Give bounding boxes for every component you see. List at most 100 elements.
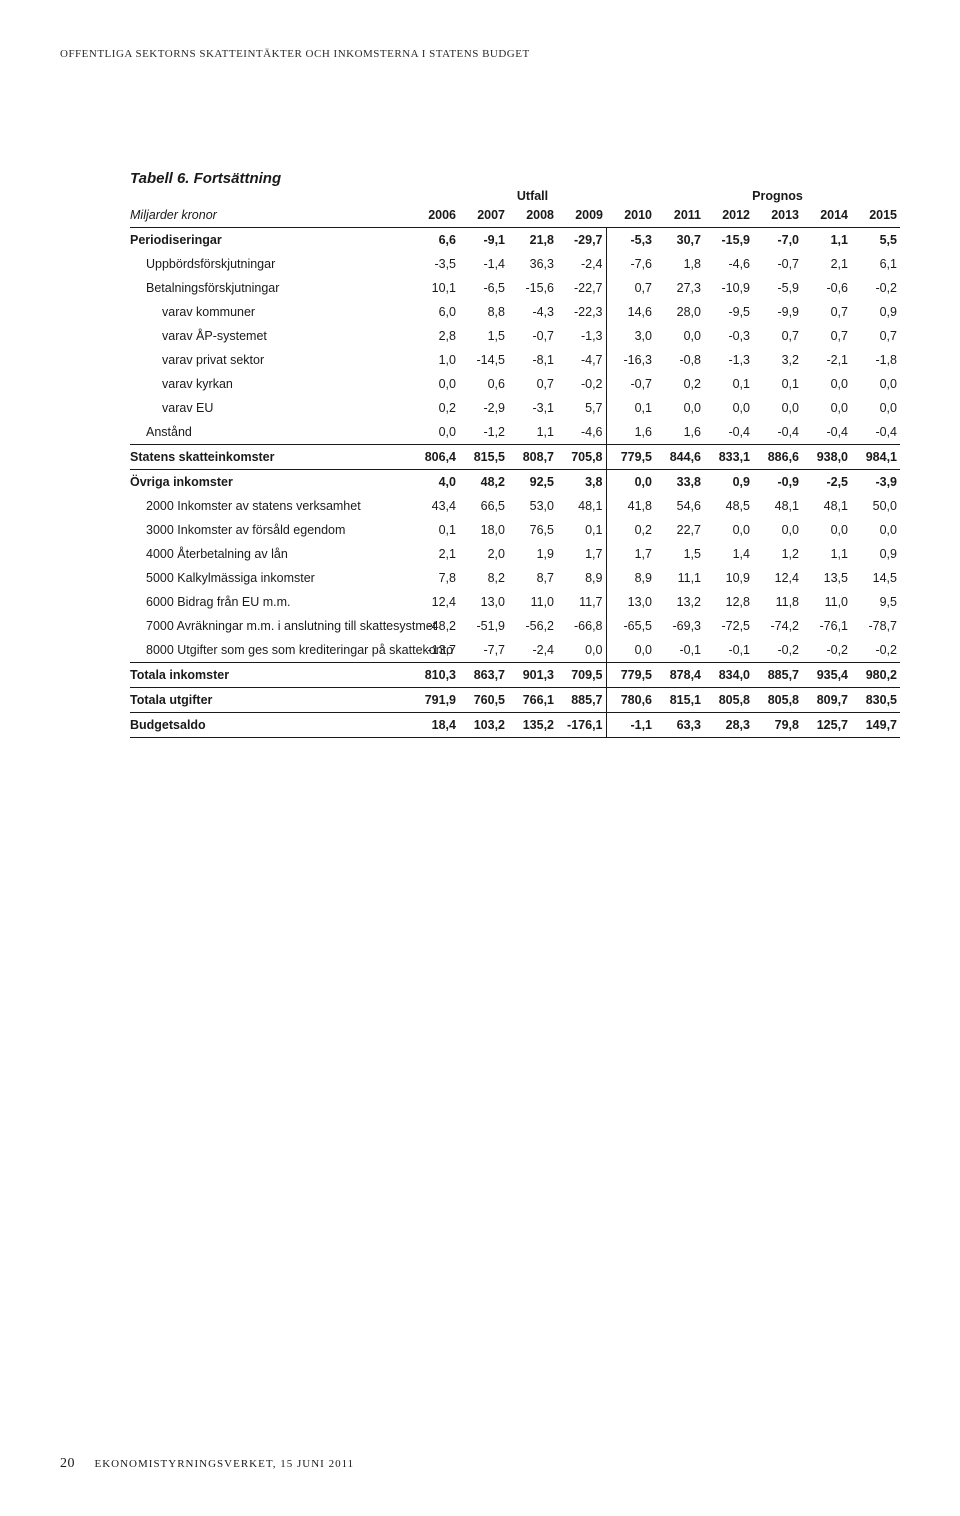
row-label: 3000 Inkomster av försåld egendom [130,518,410,542]
cell: 1,1 [508,420,557,445]
cell: 1,1 [802,542,851,566]
cell: -3,5 [410,252,459,276]
cell: -5,9 [753,276,802,300]
cell: 709,5 [557,663,606,688]
cell: -29,7 [557,228,606,253]
cell: 0,0 [704,518,753,542]
cell: 12,4 [753,566,802,590]
cell: 0,9 [704,470,753,495]
row-label: 8000 Utgifter som ges som krediteringar … [130,638,410,663]
cell: -0,2 [802,638,851,663]
cell: -14,5 [459,348,508,372]
cell: 1,7 [606,542,655,566]
cell: 780,6 [606,688,655,713]
cell: 8,8 [459,300,508,324]
row-label: 2000 Inkomster av statens verksamhet [130,494,410,518]
cell: -2,4 [508,638,557,663]
cell: 760,5 [459,688,508,713]
cell: 48,1 [802,494,851,518]
cell: -0,4 [802,420,851,445]
cell: 27,3 [655,276,704,300]
cell: 2,1 [802,252,851,276]
cell: 18,0 [459,518,508,542]
row-label: varav EU [130,396,410,420]
cell: 11,0 [508,590,557,614]
cell: 0,7 [606,276,655,300]
table-row: Anstånd0,0-1,21,1-4,61,61,6-0,4-0,4-0,4-… [130,420,900,445]
cell: 3,8 [557,470,606,495]
cell: -176,1 [557,713,606,738]
cell: -72,5 [704,614,753,638]
cell: 4,0 [410,470,459,495]
cell: 135,2 [508,713,557,738]
row-label: varav ÅP-systemet [130,324,410,348]
cell: 766,1 [508,688,557,713]
row-label: Totala inkomster [130,663,410,688]
cell: 834,0 [704,663,753,688]
cell: -1,8 [851,348,900,372]
cell: 0,1 [606,396,655,420]
cell: 806,4 [410,445,459,470]
cell: 3,0 [606,324,655,348]
cell: 22,7 [655,518,704,542]
cell: 1,0 [410,348,459,372]
cell: -0,1 [704,638,753,663]
cell: 805,8 [704,688,753,713]
cell: -0,7 [508,324,557,348]
cell: 14,5 [851,566,900,590]
row-label: 7000 Avräkningar m.m. i anslutning till … [130,614,410,638]
cell: 0,0 [704,396,753,420]
cell: 0,0 [410,372,459,396]
row-label: varav kyrkan [130,372,410,396]
cell: 0,2 [606,518,655,542]
cell: 0,6 [459,372,508,396]
cell: 9,5 [851,590,900,614]
cell: 809,7 [802,688,851,713]
cell: 0,0 [557,638,606,663]
year-2011: 2011 [655,203,704,228]
year-2007: 2007 [459,203,508,228]
cell: -4,7 [557,348,606,372]
cell: 11,7 [557,590,606,614]
cell: 13,0 [606,590,655,614]
table-row: Periodiseringar6,6-9,121,8-29,7-5,330,7-… [130,228,900,253]
cell: 0,7 [753,324,802,348]
cell: 0,0 [851,396,900,420]
cell: -1,3 [557,324,606,348]
cell: 10,1 [410,276,459,300]
cell: 808,7 [508,445,557,470]
cell: 66,5 [459,494,508,518]
cell: 5,5 [851,228,900,253]
cell: -16,3 [606,348,655,372]
cell: -1,4 [459,252,508,276]
cell: 0,2 [655,372,704,396]
cell: 63,3 [655,713,704,738]
cell: -7,0 [753,228,802,253]
cell: 48,1 [753,494,802,518]
cell: 878,4 [655,663,704,688]
table-row: Uppbördsförskjutningar-3,5-1,436,3-2,4-7… [130,252,900,276]
year-2010: 2010 [606,203,655,228]
cell: -0,4 [851,420,900,445]
cell: -10,9 [704,276,753,300]
table-title: Tabell 6. Fortsättning [130,170,900,187]
cell: 149,7 [851,713,900,738]
row-label: Budgetsaldo [130,713,410,738]
cell: 8,7 [508,566,557,590]
cell: 0,1 [704,372,753,396]
cell: 92,5 [508,470,557,495]
cell: -0,6 [802,276,851,300]
table-row: Totala inkomster810,3863,7901,3709,5779,… [130,663,900,688]
cell: 0,0 [802,518,851,542]
cell: -7,7 [459,638,508,663]
cell: 810,3 [410,663,459,688]
cell: 8,9 [606,566,655,590]
table-container: Tabell 6. Fortsättning Utfall Prognos Mi… [130,170,900,738]
table-super-header: Utfall Prognos [130,189,900,203]
running-head: OFFENTLIGA SEKTORNS SKATTEINTÄKTER OCH I… [60,48,900,60]
cell: 1,6 [606,420,655,445]
cell: -66,8 [557,614,606,638]
cell: -0,7 [606,372,655,396]
year-2009: 2009 [557,203,606,228]
cell: -0,2 [851,638,900,663]
